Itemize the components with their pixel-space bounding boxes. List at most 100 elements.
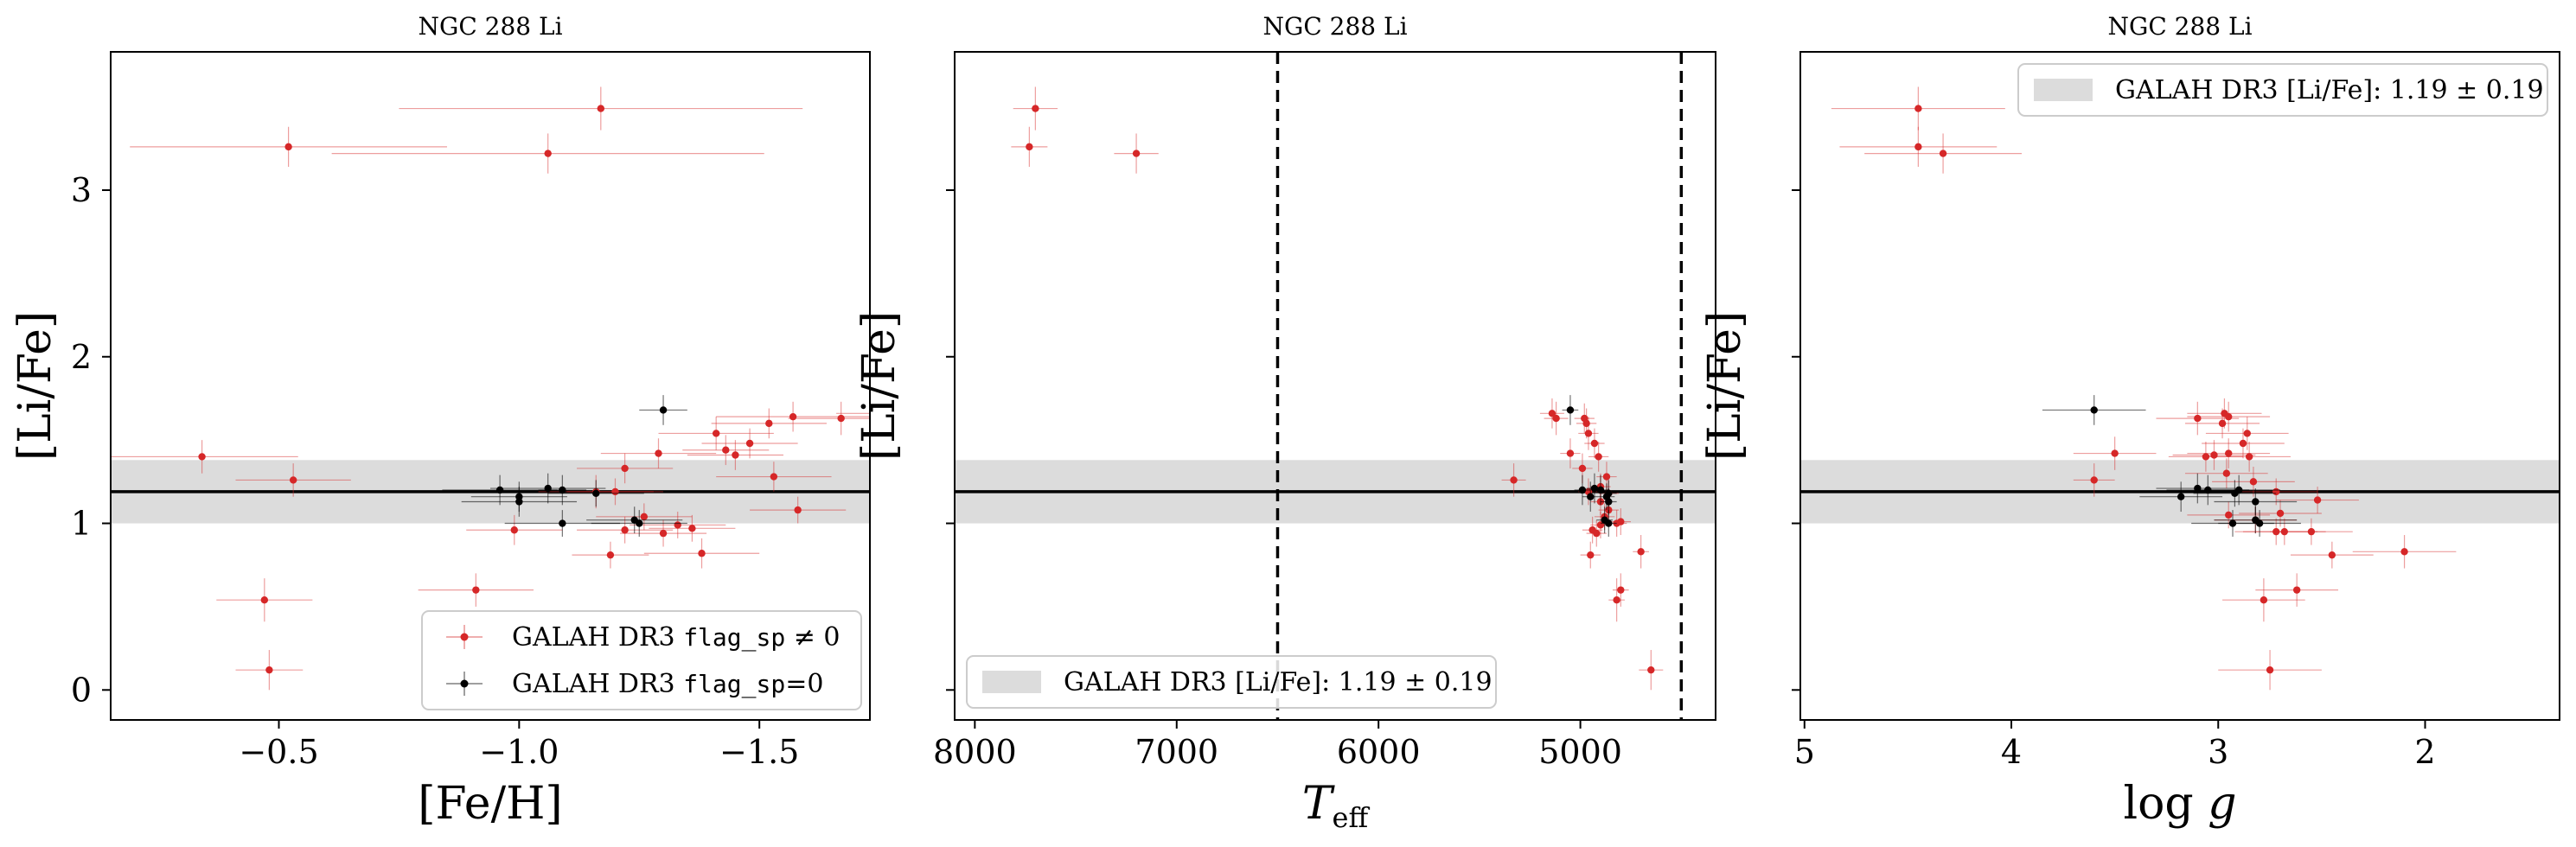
point-marker	[1914, 105, 1922, 112]
data-point	[658, 417, 774, 450]
data-point	[2208, 442, 2291, 472]
point-marker	[904, 410, 911, 417]
point-marker	[1548, 410, 1556, 417]
data-point	[716, 401, 870, 432]
point-marker	[1578, 464, 1587, 473]
point-marker	[495, 486, 504, 494]
data-point	[235, 463, 351, 497]
data-point	[2184, 408, 2260, 439]
data-point	[2270, 518, 2353, 545]
legend-swatch	[982, 671, 1041, 693]
point-marker	[837, 414, 845, 423]
point-marker	[284, 143, 292, 151]
point-marker	[722, 446, 730, 454]
point-marker	[265, 666, 273, 674]
data-point	[1539, 398, 1564, 429]
data-point	[235, 650, 304, 691]
point-marker	[2280, 527, 2289, 536]
data-point	[1013, 86, 1058, 131]
data-point	[1574, 474, 1591, 506]
panel-3: 5 4 3 2 NGC 288 Li [Li/Fe] log g GALAH DR3 [Li/…	[1699, 12, 2560, 830]
point-marker	[2252, 516, 2260, 524]
point-marker	[1593, 529, 1601, 538]
series-flag_sp_nonzero	[111, 86, 911, 691]
y-tick-label: 3	[71, 171, 92, 209]
data-point	[600, 438, 717, 468]
point-marker	[1939, 150, 1947, 157]
x-tick-label: −1.5	[719, 733, 799, 771]
chart-title: NGC 288 Li	[418, 12, 562, 41]
data-point	[1608, 578, 1625, 622]
x-tick-label: 5	[1794, 733, 1815, 771]
data-point	[572, 541, 649, 569]
data-point	[1831, 86, 2005, 131]
y-tick-label: 2	[71, 338, 92, 376]
point-marker	[2260, 596, 2268, 604]
point-marker	[2272, 527, 2280, 536]
series-flag_sp_nonzero	[1831, 86, 2457, 691]
series-flag_sp_nonzero	[1011, 86, 1664, 691]
point-marker	[621, 464, 629, 473]
data-point	[2222, 578, 2305, 622]
point-marker	[655, 449, 662, 457]
data-point	[649, 514, 736, 542]
series-flag_sp_zero	[442, 395, 687, 537]
legend: GALAH DR3 [Li/Fe]: 1.19 ± 0.19	[966, 655, 1497, 709]
data-point	[461, 487, 578, 517]
data-point	[1588, 442, 1609, 472]
data-point	[1600, 510, 1617, 537]
point-marker	[510, 526, 518, 534]
series-flag_sp_zero	[1562, 395, 1617, 537]
chart-title: NGC 288 Li	[1262, 12, 1407, 41]
point-marker	[260, 596, 269, 604]
data-point	[701, 428, 798, 459]
data-point	[2187, 501, 2271, 529]
data-point	[2218, 650, 2322, 691]
y-axis-label: [Li/Fe]	[1699, 311, 1751, 461]
point-marker	[2266, 666, 2274, 674]
legend-box	[966, 655, 1497, 709]
point-marker	[765, 419, 773, 428]
point-marker	[1602, 493, 1611, 500]
point-marker	[659, 529, 668, 538]
point-marker	[2194, 484, 2202, 493]
point-marker	[2313, 496, 2322, 504]
point-marker	[2272, 487, 2280, 496]
legend-marker	[460, 679, 469, 688]
point-marker	[198, 453, 206, 461]
point-marker	[472, 586, 480, 594]
data-point	[836, 410, 911, 417]
data-point	[2205, 417, 2289, 450]
point-marker	[789, 412, 797, 421]
point-marker	[1587, 551, 1595, 559]
point-marker	[1613, 596, 1620, 604]
data-point	[2042, 395, 2146, 425]
data-point	[2073, 436, 2157, 470]
point-marker	[2249, 478, 2258, 486]
data-point	[1501, 463, 1526, 497]
point-marker	[611, 487, 619, 496]
data-point	[750, 496, 847, 524]
point-marker	[2243, 430, 2251, 437]
point-marker	[688, 525, 696, 532]
point-marker	[1602, 473, 1611, 481]
y-axis-label: [Li/Fe]	[853, 311, 905, 461]
legend-swatch	[2034, 79, 2093, 101]
data-point	[2255, 573, 2339, 607]
data-point	[643, 538, 760, 569]
point-marker	[2222, 469, 2231, 477]
point-marker	[2328, 551, 2336, 559]
series-flag_sp_zero	[2042, 395, 2301, 537]
data-point	[1582, 481, 1599, 513]
point-marker	[606, 551, 615, 559]
data-point	[130, 126, 447, 168]
x-tick-label: 8000	[933, 733, 1017, 771]
data-point	[639, 395, 687, 425]
point-marker	[1590, 439, 1599, 448]
point-marker	[745, 439, 754, 448]
point-marker	[2090, 406, 2098, 414]
point-marker	[1584, 430, 1593, 437]
data-point	[1590, 512, 1611, 538]
legend-label: GALAH DR3 flag_sp ≠ 0	[512, 622, 841, 653]
